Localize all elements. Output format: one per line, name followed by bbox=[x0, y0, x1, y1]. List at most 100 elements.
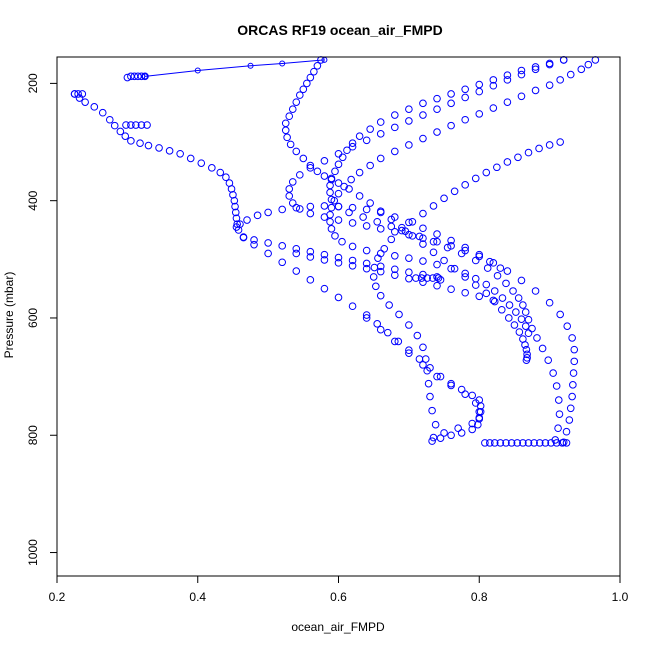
data-point bbox=[483, 264, 492, 272]
data-point bbox=[531, 63, 540, 71]
data-point bbox=[243, 216, 251, 224]
data-point bbox=[481, 439, 489, 447]
data-point bbox=[123, 73, 132, 82]
data-point bbox=[423, 366, 431, 375]
data-point bbox=[423, 274, 431, 282]
data-point bbox=[292, 147, 301, 156]
data-point bbox=[482, 168, 491, 177]
data-point bbox=[514, 153, 522, 162]
data-point bbox=[155, 144, 163, 152]
data-point bbox=[502, 279, 510, 288]
data-point bbox=[334, 259, 343, 267]
data-point bbox=[374, 254, 382, 262]
data-point bbox=[440, 429, 448, 437]
data-point bbox=[490, 287, 499, 295]
data-point bbox=[70, 90, 79, 98]
data-point bbox=[461, 181, 469, 189]
data-point bbox=[306, 209, 315, 218]
data-point bbox=[292, 244, 301, 253]
data-point bbox=[376, 325, 385, 334]
data-point bbox=[417, 274, 426, 282]
data-point bbox=[186, 154, 195, 163]
data-point bbox=[288, 105, 297, 113]
data-point bbox=[447, 264, 455, 273]
data-point bbox=[405, 105, 413, 113]
data-point bbox=[433, 372, 441, 381]
data-point bbox=[313, 61, 322, 70]
data-point bbox=[391, 271, 399, 279]
data-point bbox=[137, 72, 146, 81]
data-point bbox=[415, 232, 424, 241]
data-point bbox=[429, 274, 437, 282]
data-point bbox=[433, 128, 441, 136]
data-point bbox=[334, 179, 343, 187]
data-point bbox=[554, 424, 562, 433]
data-point bbox=[419, 278, 427, 286]
data-point bbox=[521, 322, 530, 330]
data-point bbox=[471, 256, 480, 265]
data-point bbox=[81, 98, 89, 106]
data-point bbox=[429, 202, 438, 210]
data-point bbox=[493, 271, 502, 280]
data-point bbox=[236, 220, 244, 228]
y-tick-label: 800 bbox=[26, 425, 40, 445]
data-point bbox=[489, 104, 498, 112]
data-point bbox=[74, 90, 82, 98]
data-point bbox=[373, 320, 382, 328]
data-point bbox=[443, 243, 452, 252]
data-point bbox=[419, 257, 427, 265]
data-point bbox=[559, 56, 568, 64]
data-point bbox=[517, 276, 526, 285]
data-point bbox=[376, 130, 385, 138]
data-point bbox=[471, 274, 480, 283]
data-point bbox=[132, 121, 140, 129]
x-axis-label: ocean_air_FMPD bbox=[291, 620, 385, 634]
data-point bbox=[348, 242, 357, 251]
data-point bbox=[517, 66, 526, 75]
data-point bbox=[471, 174, 480, 183]
y-tick-label: 200 bbox=[26, 73, 40, 93]
data-point bbox=[505, 301, 514, 309]
data-point bbox=[433, 230, 441, 238]
data-point bbox=[176, 149, 184, 158]
data-point bbox=[503, 71, 512, 79]
data-point bbox=[570, 357, 579, 366]
data-point bbox=[531, 65, 540, 74]
data-point bbox=[433, 281, 441, 290]
x-tick-label: 0.8 bbox=[471, 590, 488, 604]
data-point bbox=[413, 331, 422, 340]
data-point bbox=[387, 222, 396, 231]
data-point bbox=[412, 274, 420, 282]
data-point bbox=[320, 284, 329, 293]
data-point bbox=[90, 103, 99, 111]
data-point bbox=[334, 149, 343, 158]
data-point bbox=[522, 356, 531, 364]
data-point bbox=[394, 337, 403, 346]
data-point bbox=[428, 406, 436, 415]
data-point bbox=[391, 337, 399, 346]
data-point bbox=[566, 70, 575, 79]
data-point bbox=[370, 263, 379, 272]
data-point bbox=[447, 236, 455, 245]
data-point bbox=[454, 424, 462, 433]
data-point bbox=[528, 324, 536, 333]
data-point bbox=[116, 127, 125, 136]
data-point bbox=[493, 163, 501, 172]
data-point bbox=[461, 273, 469, 281]
data-point bbox=[334, 253, 343, 262]
data-point bbox=[306, 247, 315, 256]
data-point bbox=[295, 91, 304, 99]
data-point bbox=[376, 154, 385, 163]
data-point bbox=[310, 67, 318, 76]
data-point bbox=[306, 161, 315, 170]
data-point bbox=[475, 80, 484, 89]
data-point bbox=[482, 289, 491, 298]
data-point bbox=[98, 108, 107, 117]
data-point bbox=[447, 121, 455, 130]
x-tick-label: 0.6 bbox=[330, 590, 347, 604]
data-point bbox=[327, 174, 336, 183]
data-point bbox=[327, 225, 336, 233]
data-point bbox=[288, 199, 297, 207]
data-point bbox=[440, 194, 448, 203]
data-point bbox=[468, 391, 477, 400]
